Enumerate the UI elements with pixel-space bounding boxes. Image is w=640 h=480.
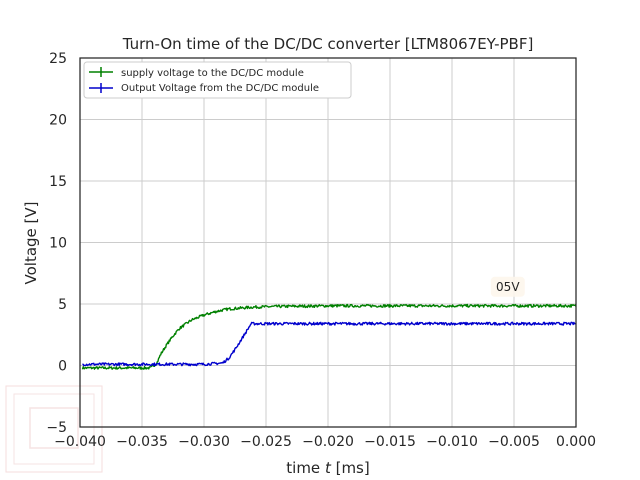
- y-tick-label: 10: [49, 236, 67, 252]
- y-tick-label: 25: [49, 51, 67, 67]
- legend-box: [83, 61, 352, 99]
- x-tick-label: −0.030: [178, 434, 230, 450]
- x-axis-label-suffix: [ms]: [331, 459, 370, 477]
- y-tick-labels: −5 0 5 10 15 20 25: [46, 51, 67, 436]
- y-tick-label: 0: [58, 359, 67, 375]
- annotation-box: [490, 276, 525, 297]
- x-tick-label: −0.015: [364, 434, 416, 450]
- y-tick-label: 5: [58, 297, 67, 313]
- x-tick-label: −0.025: [240, 434, 292, 450]
- y-tick-label: 20: [49, 113, 67, 129]
- legend-entry-supply: supply voltage to the DC/DC module: [89, 67, 304, 79]
- x-tick-label: −0.010: [426, 434, 478, 450]
- legend-entry-output: Output Voltage from the DC/DC module: [89, 83, 319, 94]
- y-tick-label: 15: [49, 174, 67, 190]
- x-tick-label: −0.040: [54, 434, 106, 450]
- y-axis-label: Voltage [V]: [22, 202, 40, 285]
- x-axis-label-var: t: [325, 459, 332, 477]
- legend-label-supply: supply voltage to the DC/DC module: [121, 68, 304, 79]
- annotation-label: 05V: [496, 280, 520, 294]
- legend: supply voltage to the DC/DC module Outpu…: [83, 61, 352, 99]
- series-line-output: [82, 321, 577, 367]
- x-tick-labels: −0.040 −0.035 −0.030 −0.025 −0.020 −0.015 −0.0…: [54, 434, 596, 450]
- x-tick-label: −0.005: [488, 434, 540, 450]
- series-line-supply: [81, 303, 577, 370]
- legend-label-output: Output Voltage from the DC/DC module: [121, 83, 319, 94]
- watermark-stamp: [5, 385, 103, 473]
- x-axis-label-prefix: time: [286, 459, 325, 477]
- annotation-05v: 05V: [490, 276, 525, 297]
- chart-title: Turn-On time of the DC/DC converter [LTM…: [122, 35, 534, 53]
- y-tick-label: −5: [46, 420, 67, 436]
- series-layer: [81, 303, 577, 370]
- x-tick-label: −0.035: [116, 434, 168, 450]
- plot-frame: [79, 57, 577, 428]
- x-axis-label: time t [ms]: [286, 459, 369, 477]
- x-tick-label: 0.000: [556, 434, 596, 450]
- x-tick-label: −0.020: [302, 434, 354, 450]
